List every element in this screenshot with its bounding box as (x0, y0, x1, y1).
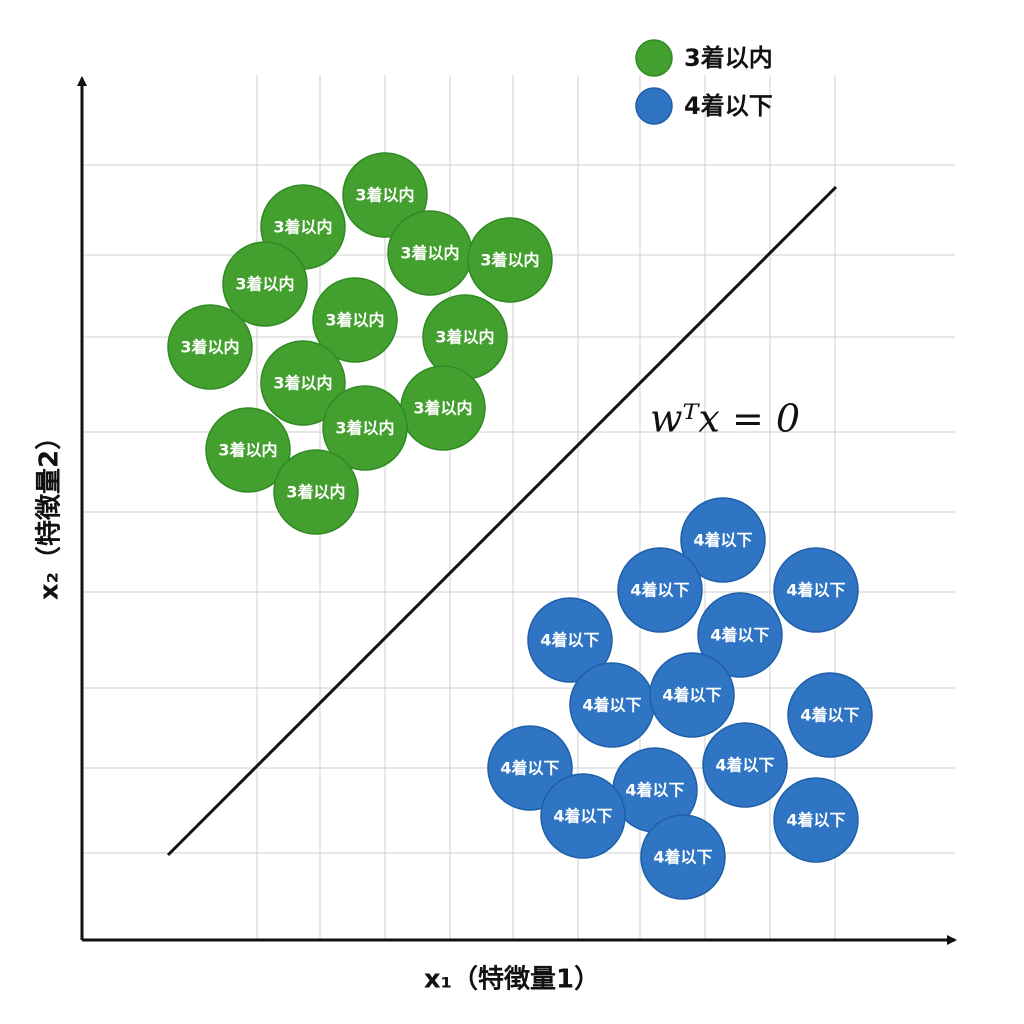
node-label: 3着以内 (218, 441, 277, 460)
node-label: 4着以下 (553, 807, 612, 826)
node (322, 385, 408, 471)
node (640, 814, 726, 900)
node (773, 547, 859, 633)
node-label: 3着以内 (435, 328, 494, 347)
nodes: 3着以内 3着以内 3着以内 3着以内 3着以内 3着以内 3着以内 3着以内 3着以内 3着以内… (167, 152, 873, 900)
legend-marker (635, 87, 673, 125)
node (787, 672, 873, 758)
node-label: 3着以内 (413, 399, 472, 418)
node-label: 3着以内 (400, 244, 459, 263)
node-label: 4着以下 (800, 706, 859, 725)
x-axis-label: x₁（特徴量1） (424, 964, 600, 995)
node (680, 497, 766, 583)
node (222, 241, 308, 327)
node (312, 277, 398, 363)
node-label: 4着以下 (786, 811, 845, 830)
legend: 3着以内 4着以下 (635, 39, 773, 125)
node (167, 304, 253, 390)
node-label: 3着以内 (335, 419, 394, 438)
node (540, 773, 626, 859)
node-label: 4着以下 (653, 848, 712, 867)
node-label: 4着以下 (582, 696, 641, 715)
node-label: 4着以下 (786, 581, 845, 600)
legend-marker (635, 39, 673, 77)
node (342, 152, 428, 238)
node (260, 340, 346, 426)
node-label: 3着以内 (273, 218, 332, 237)
node (649, 652, 735, 738)
node-label: 3着以内 (235, 275, 294, 294)
node-label: 4着以下 (540, 631, 599, 650)
node-label: 4着以下 (715, 756, 774, 775)
node (273, 449, 359, 535)
node-label: 3着以内 (273, 374, 332, 393)
node (773, 777, 859, 863)
node-label: 3着以内 (480, 251, 539, 270)
decision-boundary (166, 185, 838, 857)
node-label: 4着以下 (710, 626, 769, 645)
node-label: 3着以内 (286, 483, 345, 502)
node (205, 407, 291, 493)
node-label: 3着以内 (325, 311, 384, 330)
legend-label: 3着以内 (684, 44, 773, 72)
node (527, 597, 613, 683)
node-label: 4着以下 (500, 759, 559, 778)
node-label: 4着以下 (630, 581, 689, 600)
node (467, 217, 553, 303)
y-axis-label: x₂（特徴量2） (34, 424, 65, 600)
node-label: 4着以下 (625, 781, 684, 800)
node-label: 4着以下 (662, 686, 721, 705)
node (697, 592, 783, 678)
boundary-label: wᵀx = 0 (650, 397, 800, 441)
legend-label: 4着以下 (684, 92, 773, 120)
node-label: 3着以内 (180, 338, 239, 357)
node-label: 4着以下 (693, 531, 752, 550)
node-label: 3着以内 (355, 186, 414, 205)
node (702, 722, 788, 808)
node (617, 547, 703, 633)
